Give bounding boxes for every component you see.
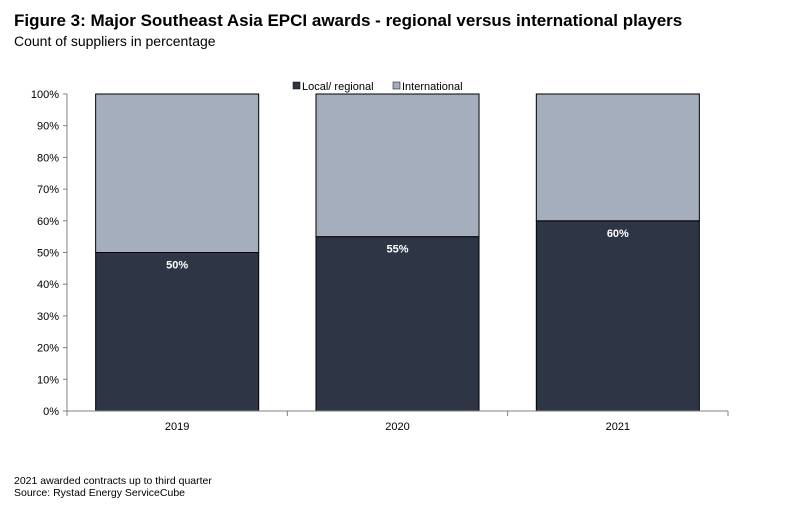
legend-swatch-local [292, 81, 301, 90]
bar-international-2020 [315, 93, 480, 238]
legend-label-international: International [402, 81, 463, 93]
data-label-2020: 55% [386, 244, 408, 256]
bar-local-2020 [315, 236, 480, 412]
data-label-2021: 60% [607, 228, 629, 240]
y-tick-label: 30% [37, 311, 59, 323]
legend-label-local: Local/ regional [302, 81, 374, 93]
footnote-quarter: 2021 awarded contracts up to third quart… [14, 475, 212, 487]
bar-local-2019 [95, 252, 260, 412]
chart-subtitle: Count of suppliers in percentage [14, 33, 216, 49]
bar-international-2019 [95, 93, 260, 253]
bar-international-2021 [535, 93, 700, 222]
y-tick-label: 0% [43, 406, 59, 418]
stacked-bar-chart: Local/ regional International 0% 10% 20% 30… [31, 81, 729, 433]
chart-title: Figure 3: Major Southeast Asia EPCI awar… [14, 11, 683, 30]
y-axis-ticks: 0% 10% 20% 30% 40% 50% 60% 70% 80% 90% 100% [31, 89, 67, 418]
y-tick-label: 40% [37, 279, 59, 291]
y-tick-label: 20% [37, 343, 59, 355]
y-tick-label: 70% [37, 184, 59, 196]
y-tick-label: 80% [37, 152, 59, 164]
footnote-source: Source: Rystad Energy ServiceCube [14, 487, 185, 499]
bar-local-2021 [535, 220, 700, 412]
y-tick-label: 10% [37, 374, 59, 386]
x-tick-label: 2021 [606, 421, 630, 433]
x-axis-labels: 2019 2020 2021 [165, 421, 630, 433]
x-tick-label: 2019 [165, 421, 189, 433]
y-tick-label: 60% [37, 216, 59, 228]
bars: 50% 55% 60% [95, 93, 700, 412]
y-tick-label: 90% [37, 121, 59, 133]
y-tick-label: 100% [31, 89, 59, 101]
data-label-2019: 50% [166, 260, 188, 272]
legend-swatch-international [392, 81, 401, 90]
legend: Local/ regional International [292, 81, 463, 93]
x-tick-label: 2020 [385, 421, 409, 433]
y-tick-label: 50% [37, 248, 59, 260]
axes [66, 94, 729, 416]
